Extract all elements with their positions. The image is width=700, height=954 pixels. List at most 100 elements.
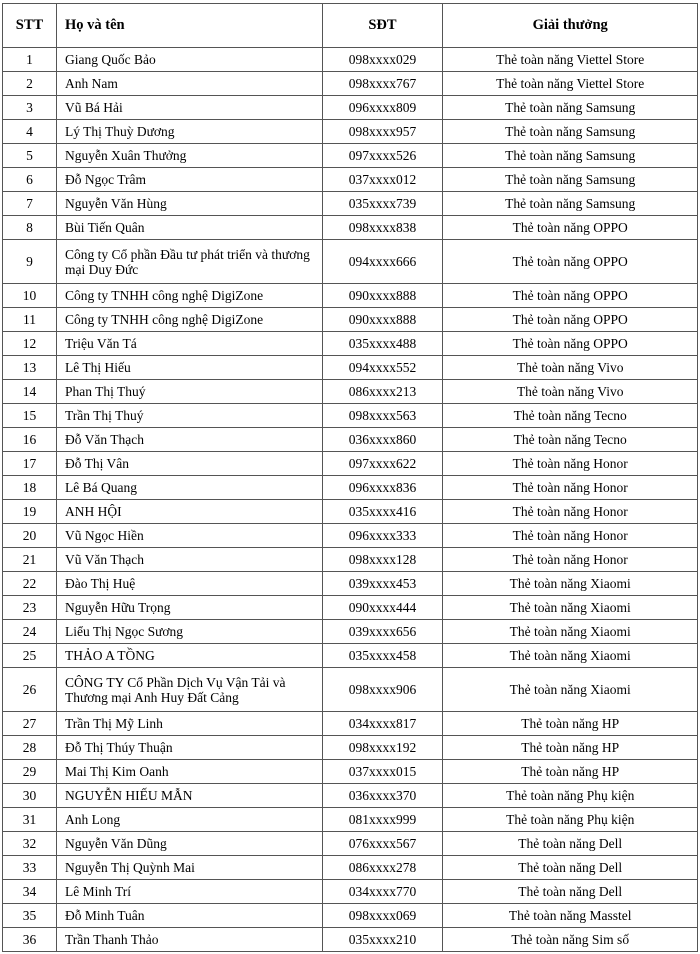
cell-name: Anh Nam (55, 71, 323, 96)
table-row: 7 Nguyễn Văn Hùng 035xxxx739 Thẻ toàn năng … (2, 191, 698, 216)
cell-stt: 20 (2, 523, 57, 548)
cell-prize: Thẻ toàn năng Tecno (442, 403, 698, 428)
table-row: 24 Liểu Thị Ngọc Sương 039xxxx656 Thẻ toàn … (2, 619, 698, 644)
cell-phone: 035xxxx458 (321, 643, 444, 668)
cell-name: Đỗ Thị Vân (55, 451, 323, 476)
cell-prize: Thẻ toàn năng Phụ kiện (442, 807, 698, 832)
cell-name: Mai Thị Kim Oanh (55, 759, 323, 784)
cell-name: Bùi Tiến Quân (55, 215, 323, 240)
cell-prize: Thẻ toàn năng Viettel Store (442, 47, 698, 72)
cell-name: Đào Thị Huệ (55, 571, 323, 596)
table-row: 15 Trần Thị Thuý 098xxxx563 Thẻ toàn năng T… (2, 403, 698, 428)
cell-phone: 096xxxx333 (321, 523, 444, 548)
cell-prize: Thẻ toàn năng Tecno (442, 427, 698, 452)
cell-phone: 094xxxx666 (321, 239, 444, 284)
table-row: 33 Nguyễn Thị Quỳnh Mai 086xxxx278 Thẻ toàn… (2, 855, 698, 880)
table-row: 20 Vũ Ngọc Hiền 096xxxx333 Thẻ toàn năng Ho… (2, 523, 698, 548)
cell-stt: 28 (2, 735, 57, 760)
cell-name: Công ty Cổ phần Đầu tư phát triển và thư… (55, 239, 323, 284)
cell-phone: 034xxxx770 (321, 879, 444, 904)
cell-prize: Thẻ toàn năng Samsung (442, 95, 698, 120)
cell-stt: 3 (2, 95, 57, 120)
cell-name: Nguyễn Thị Quỳnh Mai (55, 855, 323, 880)
cell-prize: Thẻ toàn năng Xiaomi (442, 643, 698, 668)
cell-prize: Thẻ toàn năng Honor (442, 475, 698, 500)
cell-name: Nguyễn Văn Hùng (55, 191, 323, 216)
table-row: 34 Lê Minh Trí 034xxxx770 Thẻ toàn năng Del… (2, 879, 698, 904)
cell-phone: 098xxxx029 (321, 47, 444, 72)
cell-stt: 31 (2, 807, 57, 832)
cell-phone: 036xxxx860 (321, 427, 444, 452)
cell-phone: 098xxxx128 (321, 547, 444, 572)
cell-stt: 14 (2, 379, 57, 404)
cell-stt: 4 (2, 119, 57, 144)
cell-prize: Thẻ toàn năng OPPO (442, 331, 698, 356)
table-row: 2 Anh Nam 098xxxx767 Thẻ toàn năng Viettel … (2, 71, 698, 96)
cell-name: CÔNG TY Cổ Phần Dịch Vụ Vận Tải và Thươn… (55, 667, 323, 712)
cell-prize: Thẻ toàn năng Xiaomi (442, 571, 698, 596)
cell-phone: 090xxxx444 (321, 595, 444, 620)
cell-name: Trần Thị Thuý (55, 403, 323, 428)
cell-stt: 9 (2, 239, 57, 284)
cell-stt: 22 (2, 571, 57, 596)
cell-prize: Thẻ toàn năng Vivo (442, 355, 698, 380)
table-row: 11 Công ty TNHH công nghệ DigiZone 090xxxx… (2, 307, 698, 332)
cell-prize: Thẻ toàn năng Dell (442, 831, 698, 856)
header-row: STT Họ và tên SĐT Giải thưởng (2, 3, 698, 48)
cell-prize: Thẻ toàn năng Xiaomi (442, 595, 698, 620)
cell-phone: 035xxxx210 (321, 927, 444, 952)
table-row: 27 Trần Thị Mỹ Linh 034xxxx817 Thẻ toàn năn… (2, 711, 698, 736)
cell-name: Đỗ Văn Thạch (55, 427, 323, 452)
cell-phone: 098xxxx838 (321, 215, 444, 240)
table-row: 22 Đào Thị Huệ 039xxxx453 Thẻ toàn năng Xia… (2, 571, 698, 596)
cell-prize: Thẻ toàn năng Dell (442, 855, 698, 880)
cell-stt: 5 (2, 143, 57, 168)
cell-stt: 33 (2, 855, 57, 880)
cell-stt: 1 (2, 47, 57, 72)
table-row: 17 Đỗ Thị Vân 097xxxx622 Thẻ toàn năng Hono… (2, 451, 698, 476)
cell-prize: Thẻ toàn năng Vivo (442, 379, 698, 404)
cell-phone: 035xxxx416 (321, 499, 444, 524)
cell-name: Vũ Ngọc Hiền (55, 523, 323, 548)
cell-prize: Thẻ toàn năng Honor (442, 523, 698, 548)
cell-name: Vũ Văn Thạch (55, 547, 323, 572)
cell-phone: 034xxxx817 (321, 711, 444, 736)
table-row: 25 THẢO A TỒNG 035xxxx458 Thẻ toàn năng Xia… (2, 643, 698, 668)
cell-phone: 090xxxx888 (321, 307, 444, 332)
table-row: 9 Công ty Cổ phần Đầu tư phát triển và th… (2, 239, 698, 284)
cell-stt: 32 (2, 831, 57, 856)
cell-name: Công ty TNHH công nghệ DigiZone (55, 307, 323, 332)
table-row: 29 Mai Thị Kim Oanh 037xxxx015 Thẻ toàn năn… (2, 759, 698, 784)
cell-phone: 098xxxx192 (321, 735, 444, 760)
table-row: 26 CÔNG TY Cổ Phần Dịch Vụ Vận Tải và Thư… (2, 667, 698, 712)
cell-prize: Thẻ toàn năng Samsung (442, 191, 698, 216)
cell-stt: 30 (2, 783, 57, 808)
cell-stt: 16 (2, 427, 57, 452)
cell-stt: 29 (2, 759, 57, 784)
table-row: 12 Triệu Văn Tá 035xxxx488 Thẻ toàn năng OP… (2, 331, 698, 356)
cell-phone: 098xxxx906 (321, 667, 444, 712)
table-row: 30 NGUYỄN HIẾU MẪN 036xxxx370 Thẻ toàn năng… (2, 783, 698, 808)
cell-prize: Thẻ toàn năng HP (442, 735, 698, 760)
cell-stt: 8 (2, 215, 57, 240)
table-row: 8 Bùi Tiến Quân 098xxxx838 Thẻ toàn năng OP… (2, 215, 698, 240)
header-name: Họ và tên (55, 3, 323, 48)
cell-stt: 26 (2, 667, 57, 712)
cell-stt: 23 (2, 595, 57, 620)
cell-phone: 035xxxx488 (321, 331, 444, 356)
table-row: 31 Anh Long 081xxxx999 Thẻ toàn năng Phụ ki… (2, 807, 698, 832)
cell-stt: 25 (2, 643, 57, 668)
cell-phone: 096xxxx836 (321, 475, 444, 500)
cell-phone: 098xxxx957 (321, 119, 444, 144)
cell-prize: Thẻ toàn năng OPPO (442, 239, 698, 284)
table-row: 5 Nguyễn Xuân Thưởng 097xxxx526 Thẻ toàn nă… (2, 143, 698, 168)
cell-prize: Thẻ toàn năng Samsung (442, 119, 698, 144)
cell-stt: 11 (2, 307, 57, 332)
table-row: 28 Đỗ Thị Thúy Thuận 098xxxx192 Thẻ toàn nă… (2, 735, 698, 760)
cell-name: Trần Thanh Thảo (55, 927, 323, 952)
cell-phone: 076xxxx567 (321, 831, 444, 856)
cell-name: Liểu Thị Ngọc Sương (55, 619, 323, 644)
table-row: 23 Nguyễn Hữu Trọng 090xxxx444 Thẻ toàn năn… (2, 595, 698, 620)
cell-prize: Thẻ toàn năng Xiaomi (442, 619, 698, 644)
cell-phone: 086xxxx278 (321, 855, 444, 880)
